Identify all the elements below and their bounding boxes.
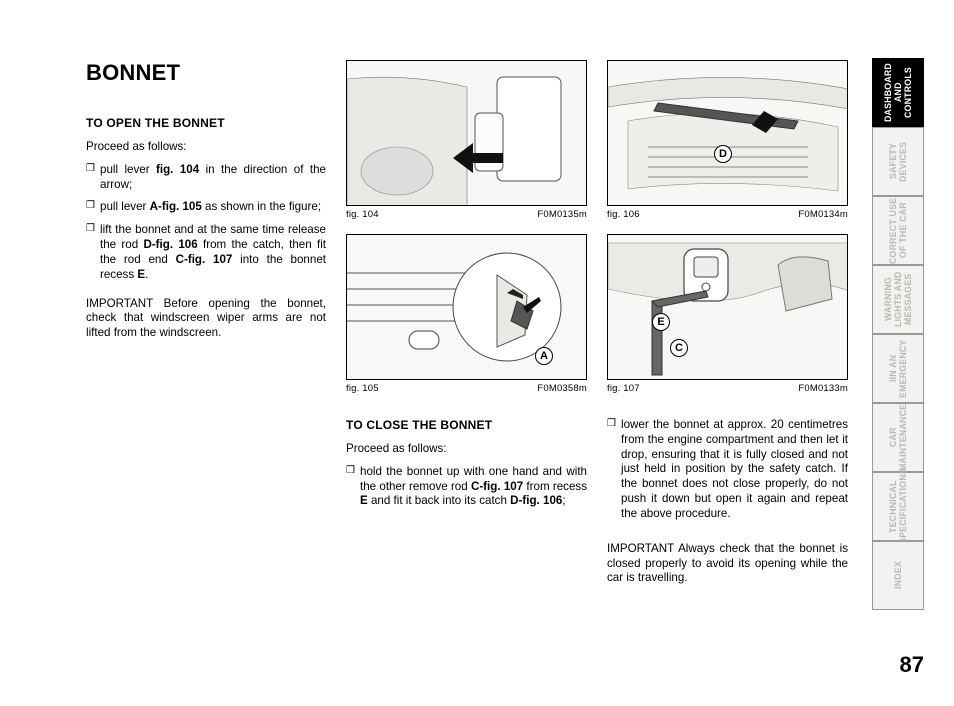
open-item: pull lever fig. 104 in the direction of … [86,163,326,193]
close-list: hold the bonnet up with one hand and wit… [346,465,587,517]
column-2: fig. 104 F0M0135m A fig. 105 F0M0358m [346,60,587,670]
figure-106-caption: fig. 106 F0M0134m [607,209,848,220]
fig-code: F0M0358m [537,383,587,394]
fig107-svg [608,235,848,380]
fig-code: F0M0135m [537,209,587,220]
fig-cap: fig. 105 [346,383,379,394]
proceed-text-2: Proceed as follows: [346,442,587,457]
tab-index[interactable]: INDEX [872,541,924,610]
figure-107-caption: fig. 107 F0M0133m [607,383,848,394]
fig-code: F0M0134m [798,209,848,220]
close-list-col3: lower the bonnet at approx. 20 centimetr… [607,418,848,530]
fig-cap: fig. 107 [607,383,640,394]
open-item: lift the bonnet and at the same time rel… [86,223,326,282]
tab-safety[interactable]: SAFETYDEVICES [872,127,924,196]
fig106-svg [608,61,848,206]
figure-107: E C [607,234,848,380]
section-close-heading: TO CLOSE THE BONNET [346,418,587,432]
tab-maintenance[interactable]: CARMAINTENANCE [872,403,924,472]
fig-label-c: C [670,339,688,357]
fig-cap: fig. 106 [607,209,640,220]
open-list: pull lever fig. 104 in the direction of … [86,163,326,291]
column-3: D fig. 106 F0M0134m E C fig. 107 F0M0133… [607,60,848,670]
close-important: IMPORTANT Always check that the bonnet i… [607,542,848,586]
fig-code: F0M0133m [798,383,848,394]
section-open-heading: TO OPEN THE BONNET [86,116,326,130]
close-item: hold the bonnet up with one hand and wit… [346,465,587,509]
fig-cap: fig. 104 [346,209,379,220]
figure-104-caption: fig. 104 F0M0135m [346,209,587,220]
fig-label-a: A [535,347,553,365]
fig-label-e: E [652,313,670,331]
page-content: BONNET TO OPEN THE BONNET Proceed as fol… [86,60,852,670]
tab-dashboard[interactable]: DASHBOARDAND CONTROLS [872,58,924,127]
fig-label-d: D [714,145,732,163]
tab-emergency[interactable]: IIN ANEMERGENCY [872,334,924,403]
close-item-col3: lower the bonnet at approx. 20 centimetr… [607,418,848,522]
open-important: IMPORTANT Before opening the bonnet, che… [86,297,326,341]
tab-correct-use[interactable]: CORRECT USEOF THE CAR [872,196,924,265]
page-number: 87 [900,652,924,678]
figure-105-caption: fig. 105 F0M0358m [346,383,587,394]
column-1: BONNET TO OPEN THE BONNET Proceed as fol… [86,60,326,670]
open-item: pull lever A-fig. 105 as shown in the fi… [86,200,326,215]
sidebar-tabs: DASHBOARDAND CONTROLS SAFETYDEVICES CORR… [872,58,924,610]
figure-105: A [346,234,587,380]
proceed-text: Proceed as follows: [86,140,326,155]
figure-106: D [607,60,848,206]
fig104-svg [347,61,587,206]
tab-specs[interactable]: TECHNICALSPECIFICATIONS [872,472,924,541]
page-title: BONNET [86,60,326,86]
tab-warning[interactable]: WARNINGLIGHTS ANDMESSAGES [872,265,924,334]
figure-104 [346,60,587,206]
